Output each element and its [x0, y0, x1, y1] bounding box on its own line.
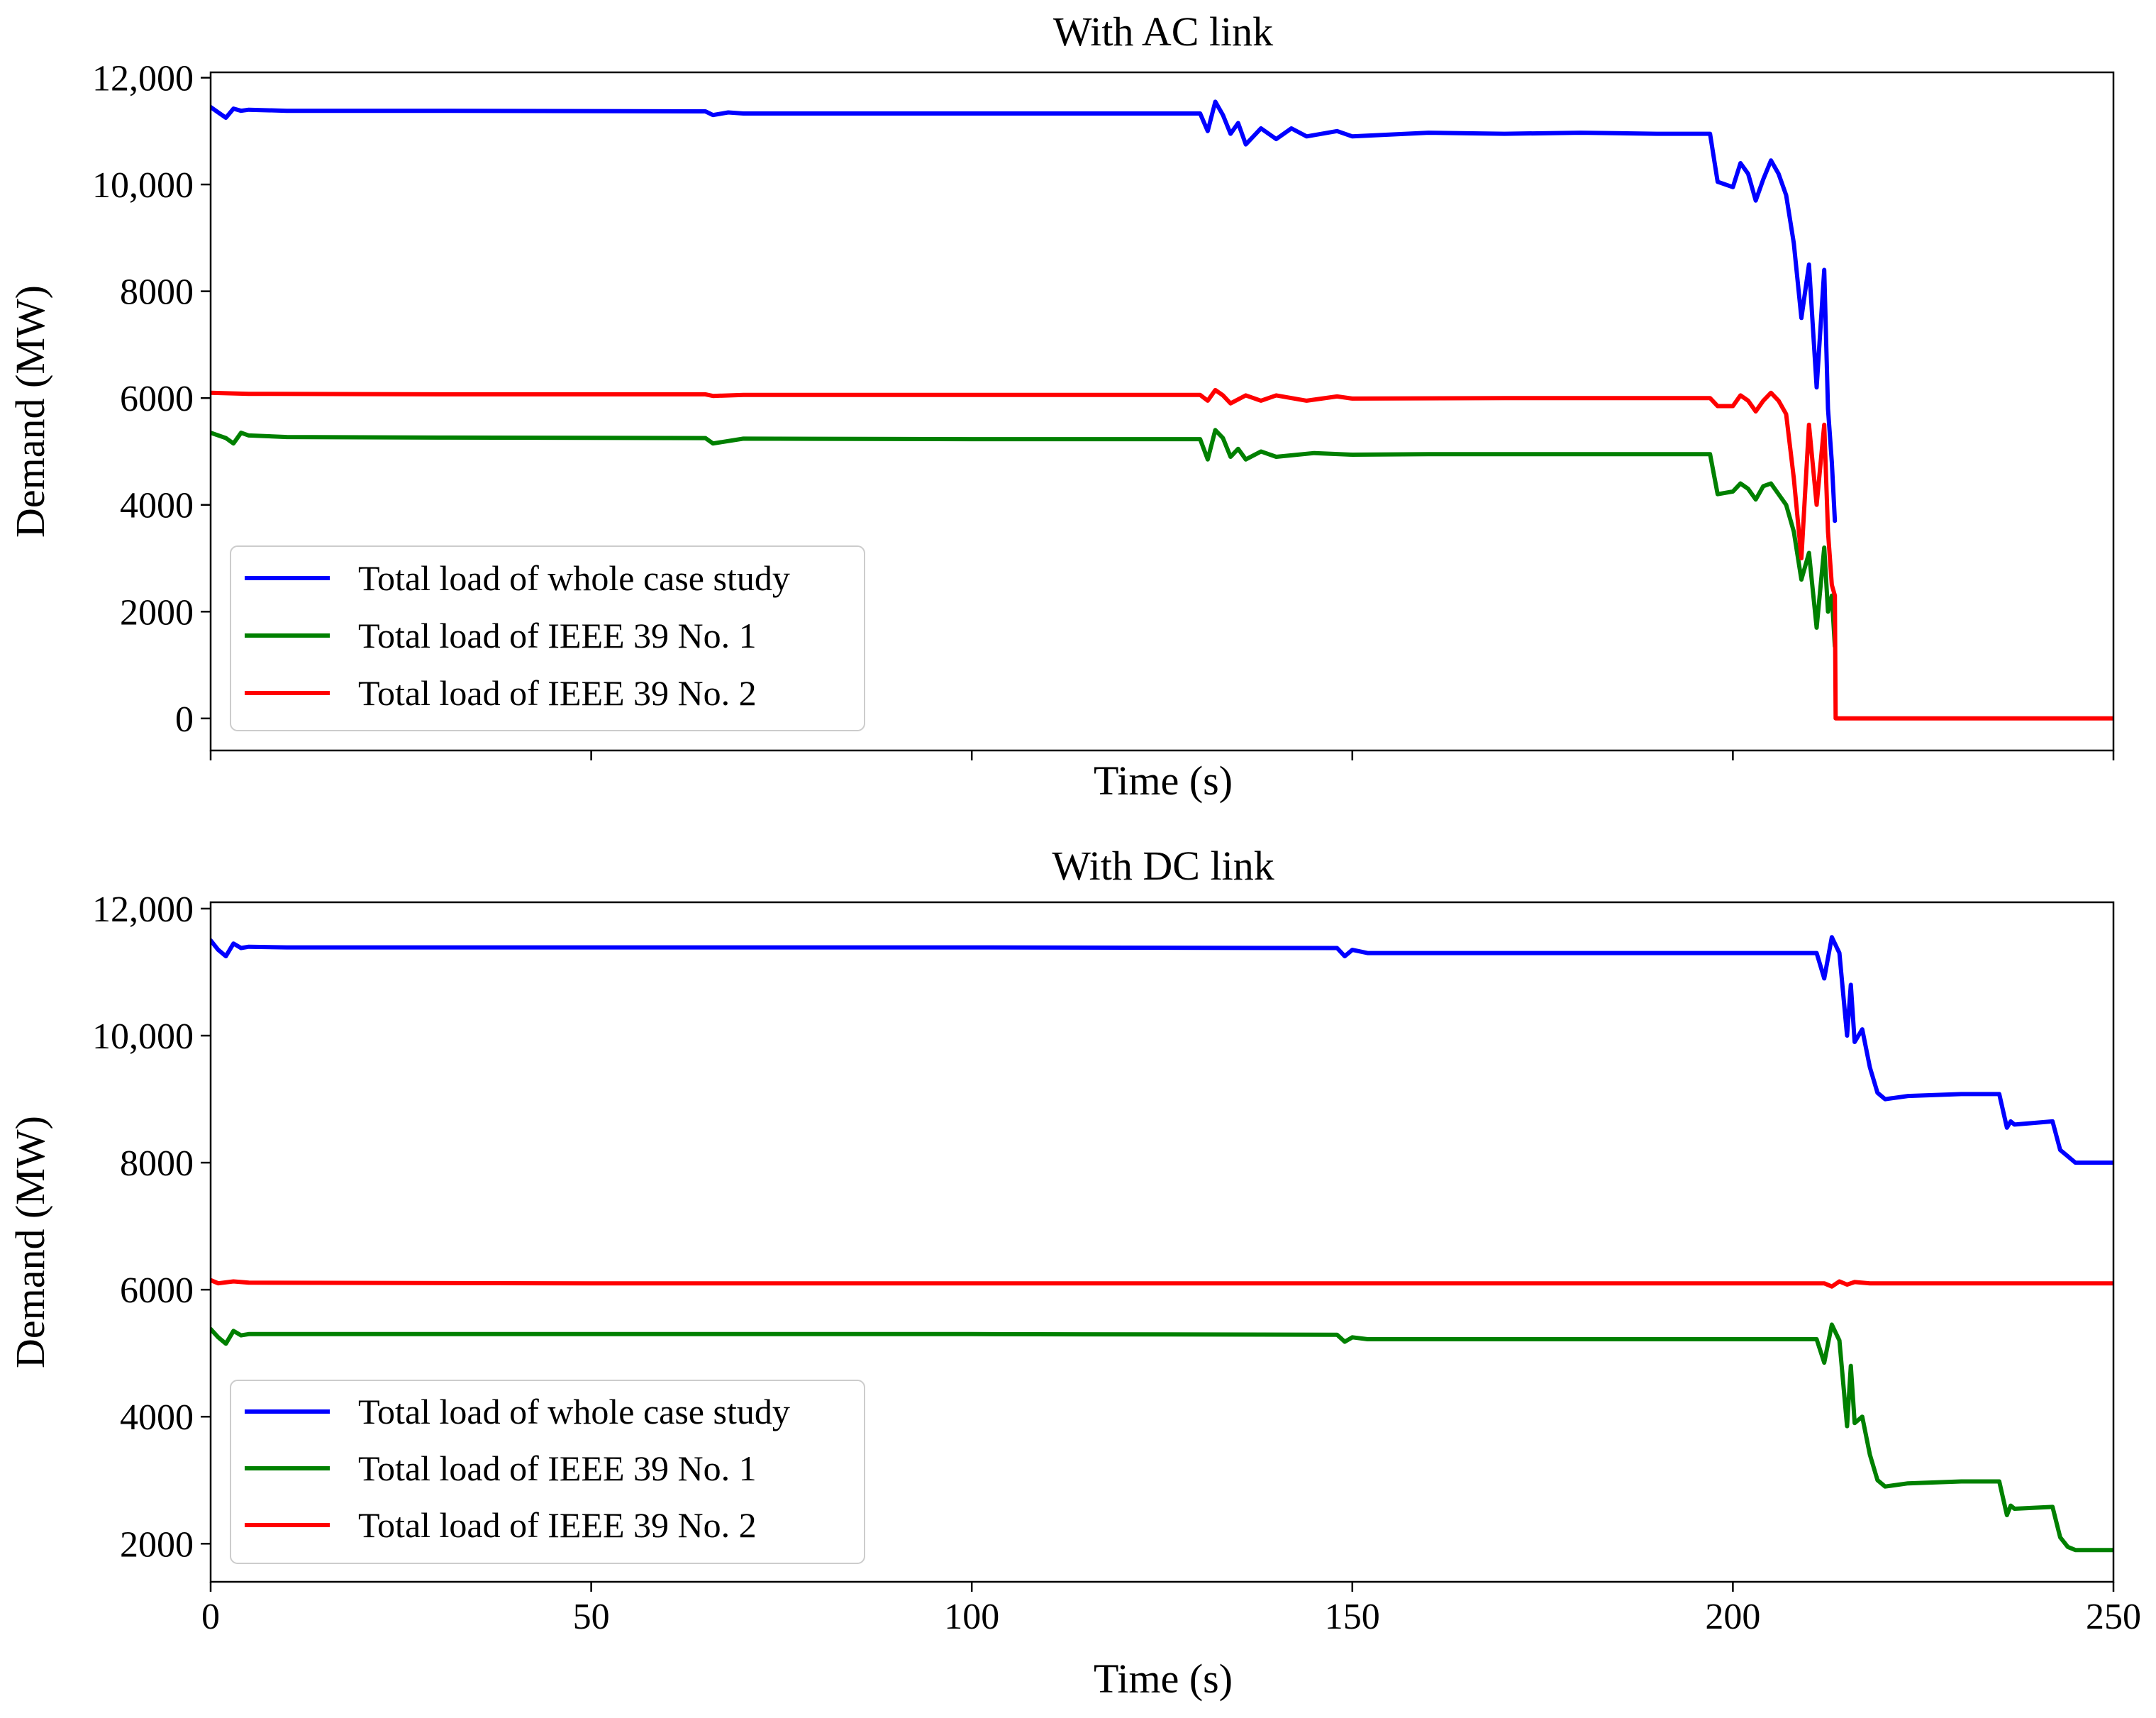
y-tick-label: 6000: [120, 1270, 194, 1311]
y-tick-label: 10,000: [92, 1016, 194, 1057]
series-line-3: [211, 387, 2113, 721]
x-axis: 0 50 100 150 200 250: [201, 1582, 2141, 1637]
chart-title: With AC link: [1053, 9, 1273, 55]
legend-box: [230, 1380, 865, 1564]
x-tick-label: 150: [1325, 1597, 1380, 1637]
legend: Total load of whole case study Total loa…: [230, 545, 865, 731]
y-axis: 2000 4000 6000 8000 10,000 12,000: [92, 890, 211, 1565]
series-line-2: [211, 1322, 2113, 1553]
x-axis-label: Time (s): [1094, 758, 1233, 804]
y-tick-label: 6000: [120, 379, 194, 419]
chart-title: With DC link: [1052, 843, 1274, 889]
y-tick-label: 4000: [120, 1397, 194, 1438]
series-line-3: [211, 1278, 2113, 1289]
series-line-1: [211, 99, 1838, 523]
y-tick-label: 8000: [120, 272, 194, 313]
y-tick-label: 12,000: [92, 890, 194, 930]
chart-panel-ac-link: With AC link 0 2000 4000 6000 8000 10,000 12,0…: [7, 9, 2115, 804]
y-tick-label: 8000: [120, 1143, 194, 1184]
legend-label: Total load of whole case study: [358, 1392, 790, 1431]
y-tick-label: 2000: [120, 592, 194, 633]
chart-panel-dc-link: With DC link 200040006000800010,00012,00…: [7, 843, 2141, 1702]
legend-box: [230, 545, 865, 731]
legend-label: Total load of IEEE 39 No. 1: [358, 1448, 757, 1488]
x-tick-label: 50: [573, 1597, 610, 1637]
legend-label: Total load of IEEE 39 No. 2: [358, 1505, 757, 1545]
legend-label: Total load of whole case study: [358, 558, 790, 598]
y-tick-label: 0: [175, 699, 194, 740]
y-axis-label: Demand (MW): [7, 285, 53, 538]
series-line-1: [211, 935, 2113, 1165]
x-tick-label: 0: [201, 1597, 220, 1637]
x-axis-label: Time (s): [1094, 1656, 1233, 1702]
series-layer: [211, 935, 2113, 1553]
plot-frame: [209, 71, 2115, 752]
x-tick-label: 100: [944, 1597, 999, 1637]
y-tick-label: 2000: [120, 1524, 194, 1565]
y-tick-label: 12,000: [92, 59, 194, 99]
legend-label: Total load of IEEE 39 No. 1: [358, 616, 757, 655]
series-layer: [211, 99, 2113, 721]
series-line-2: [211, 428, 1838, 649]
x-axis: [209, 750, 2115, 760]
x-tick-label: 250: [2086, 1597, 2141, 1637]
legend: Total load of whole case study Total loa…: [230, 1380, 865, 1564]
y-axis-label: Demand (MW): [7, 1116, 53, 1368]
y-axis: 0 2000 4000 6000 8000 10,000 12,000: [92, 59, 211, 740]
y-tick-label: 4000: [120, 486, 194, 526]
y-tick-label: 10,000: [92, 165, 194, 206]
plot-frame: [209, 901, 2115, 1583]
x-tick-label: 200: [1705, 1597, 1760, 1637]
legend-label: Total load of IEEE 39 No. 2: [358, 673, 757, 713]
